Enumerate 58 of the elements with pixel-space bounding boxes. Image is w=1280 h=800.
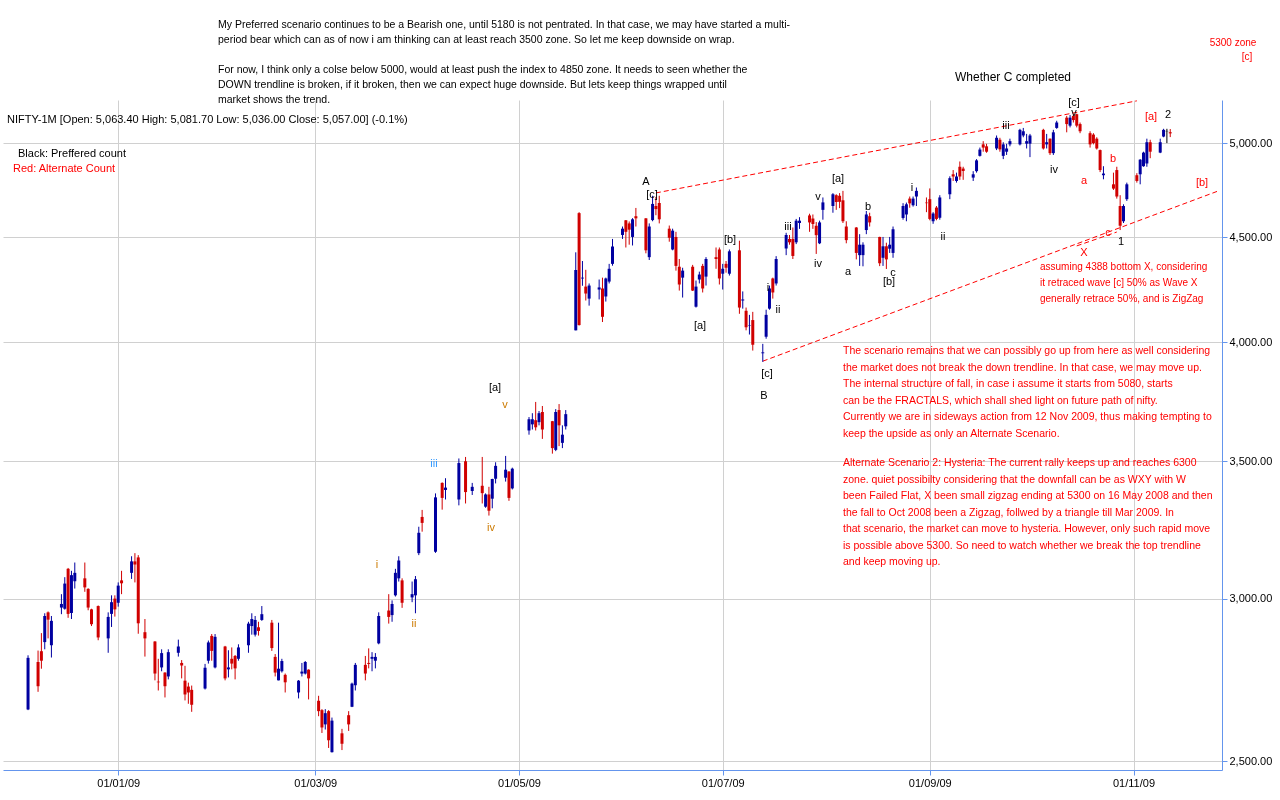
annotation: ii [411, 617, 417, 629]
annotation: iii [784, 220, 792, 232]
annotation: v [502, 398, 509, 410]
y-tick-label: 2,500.00 [1229, 754, 1273, 767]
y-tick-label: 5,000.00 [1229, 136, 1273, 149]
annotation: c [890, 266, 897, 278]
annotation: [c] [1068, 96, 1080, 108]
annotation: [c] [761, 367, 773, 379]
y-tick-label: 4,500.00 [1229, 230, 1273, 243]
text: 5300 zone [1209, 37, 1257, 48]
x-tick-label: 01/01/09 [97, 776, 141, 789]
annotation: 2 [1164, 108, 1172, 120]
annotation: [a] [693, 319, 707, 331]
y-tick-label: 3,500.00 [1229, 454, 1273, 467]
annotation: i [375, 558, 379, 570]
annotation: i [910, 181, 914, 193]
annotation: iv [487, 521, 496, 533]
annotation: v [815, 190, 822, 202]
annotation: X [1080, 246, 1089, 258]
x-tick-label: 01/03/09 [294, 776, 338, 789]
annotation: [b] [723, 233, 737, 245]
x-tick-label: 01/05/09 [498, 776, 541, 789]
annotation: [a] [1144, 110, 1158, 122]
annotation: ii [775, 303, 781, 315]
annotation: 1 [1117, 235, 1125, 247]
annotation: Alternate Scenario 2: Hysteria: The current rally keeps up and reaches 6300 zone. quiet possibilty considering that the downfall can be as WXY with W been Failed Flat, X been small zigzag ending at 5300 on 16 May 2008 and then the fall to Oct 2008 been a Zigzag, follwed by a triangle till Mar 2009. In that scenario, the market can move to hysteria. However, only such rapid move is possible above 5300. So need to watch whether we break the top trendline and keep moving up. [843, 456, 1213, 567]
x-tick-label: 01/09/09 [908, 776, 952, 789]
annotation: [c] [646, 188, 658, 200]
annotation: b [864, 200, 872, 212]
y-tick-label: 3,000.00 [1229, 592, 1273, 605]
annotation: [a] [488, 381, 502, 393]
text: NIFTY-1M [Open: 5,063.40 High: 5,081.70 Low: 5,036.00 Close: 5,057.00] (-0.1%) [7, 113, 408, 125]
text: My Preferred scenario continues to be a Bearish one, until 5180 is not pentrated. In that case, we may have started a multi-period bear which can as of now i am thinking can at least reach 3500 zone. So let me keep downside on wrap. [218, 18, 791, 45]
text: Whether C completed [954, 70, 1072, 84]
x-tick-label: 01/07/09 [701, 776, 745, 789]
annotation: Red: Alternate Count [13, 162, 116, 174]
annotation: iii [430, 457, 438, 469]
annotation: A [642, 175, 651, 187]
annotation: The scenario remains that we can possibly go up from here as well considering the market does not break the down trendline. In that case, we may move up. The internal structure of fall, in case i assume it starts from 5080, starts can be the FRACTALS, which shall shed light on future path of nifty. Currently we are in sideways action from 12 Nov 2009, thus making tempting to keep the upside as only an Alternate Scenario. [843, 344, 1212, 439]
annotation: a [1080, 174, 1088, 186]
annotation: iv [814, 257, 823, 269]
annotation: assuming 4388 bottom X, considering it retraced wave [c] 50% as Wave X generally retrace 50%, and is ZigZag [1040, 261, 1208, 304]
x-tick-label: 01/11/09 [1113, 776, 1156, 789]
annotation: B [760, 389, 768, 401]
annotation: [a] [831, 172, 845, 184]
annotation: iv [1050, 163, 1059, 175]
annotation: iii [1002, 119, 1010, 131]
annotation: i [766, 281, 770, 293]
annotation: c [1105, 226, 1112, 238]
annotation: b [1109, 152, 1117, 164]
annotation: Black: Preffered count [18, 147, 127, 159]
annotation: ii [940, 230, 946, 242]
annotation: [b] [882, 275, 896, 287]
annotation: For now, I think only a colse below 5000, would at least push the index to 4850 zone. It needs to seen whether the DOWN trendline is broken, if it broken, then we can expect huge downside. But lets keep things wrapped until market shows the trend. [218, 63, 748, 105]
y-tick-label: 4,000.00 [1229, 335, 1273, 348]
annotation: [b] [1195, 176, 1209, 188]
annotation: a [844, 265, 852, 277]
text: [c] [1241, 51, 1253, 62]
